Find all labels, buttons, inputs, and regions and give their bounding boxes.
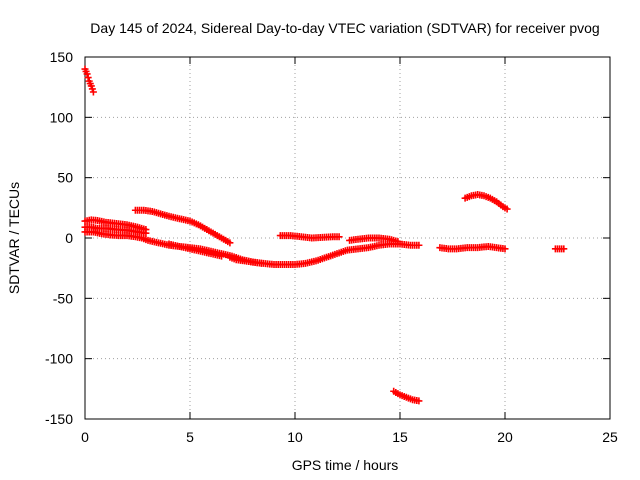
series-arc-9	[346, 234, 402, 246]
data-point	[415, 241, 423, 249]
series-arc-2	[81, 216, 150, 234]
data-point	[84, 74, 92, 82]
series-arc-7	[226, 253, 265, 267]
data-points	[81, 65, 568, 405]
data-point	[83, 70, 91, 78]
y-tick-label: 50	[57, 170, 73, 186]
data-point	[415, 397, 423, 405]
x-tick-label: 25	[602, 429, 618, 445]
y-tick-label: 0	[65, 230, 73, 246]
data-point	[89, 88, 97, 96]
data-point	[218, 252, 225, 260]
data-point	[503, 205, 511, 213]
data-point	[501, 245, 509, 253]
y-tick-label: 100	[50, 109, 74, 125]
series-arc-13	[551, 245, 568, 253]
data-point	[335, 233, 343, 241]
axis-ticks: 0 5 10 15 20 25 -150 -100 -50 0 50 100 150	[45, 49, 618, 445]
series-arc-12	[461, 191, 511, 213]
series-arc-6	[131, 206, 234, 247]
x-tick-label: 5	[186, 429, 194, 445]
series-arc-11	[436, 242, 509, 253]
data-point	[226, 239, 234, 247]
series-arc-8	[276, 232, 343, 242]
x-tick-label: 15	[392, 429, 408, 445]
y-axis-title: SDTVAR / TECUs	[6, 182, 22, 294]
x-tick-label: 20	[497, 429, 513, 445]
data-point	[142, 229, 150, 237]
x-axis-title: GPS time / hours	[292, 457, 399, 473]
series-arc-5	[165, 240, 225, 260]
y-tick-label: -150	[45, 411, 73, 427]
y-tick-label: -50	[53, 290, 73, 306]
grid	[85, 57, 610, 419]
plot-frame	[84, 56, 611, 420]
data-point	[560, 245, 568, 253]
series-arc-1	[81, 65, 97, 96]
series-arc-10	[390, 387, 423, 405]
data-point	[394, 238, 402, 246]
y-tick-label: 150	[50, 49, 74, 65]
x-tick-label: 0	[81, 429, 89, 445]
chart-title: Day 145 of 2024, Sidereal Day-to-day VTE…	[90, 20, 599, 36]
x-tick-label: 10	[287, 429, 303, 445]
data-point	[257, 259, 265, 267]
y-tick-label: -100	[45, 351, 73, 367]
